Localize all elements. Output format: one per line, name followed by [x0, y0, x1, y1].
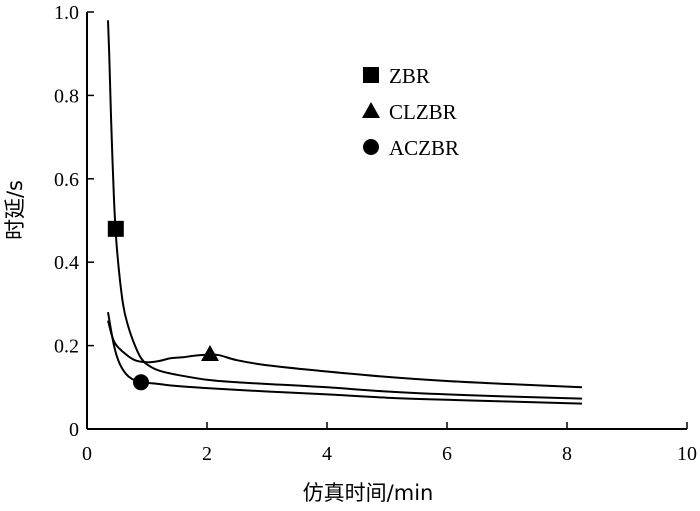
x-tick-label: 0	[82, 443, 92, 465]
legend-label-zbr: ZBR	[389, 64, 430, 88]
series-line-aczbr	[107, 312, 583, 405]
y-tick-label: 1.0	[54, 2, 79, 24]
series-line-clzbr	[107, 320, 583, 389]
x-axis-label: 仿真时间/min	[303, 481, 434, 505]
legend-marker-clzbr	[362, 102, 380, 118]
legend-label-aczbr: ACZBR	[389, 136, 459, 160]
x-tick-label: 4	[322, 443, 332, 465]
y-tick-label: 0	[69, 419, 79, 441]
x-tick-label: 8	[562, 443, 572, 465]
y-tick-label: 0.2	[54, 336, 79, 358]
data-point-zbr	[107, 220, 124, 237]
legend-marker-zbr	[363, 67, 379, 83]
y-tick-label: 0.8	[54, 85, 79, 107]
legend: ZBR CLZBR ACZBR	[362, 64, 459, 160]
x-tick-label: 6	[442, 443, 452, 465]
x-tick-label: 2	[202, 443, 212, 465]
data-point-aczbr	[133, 374, 149, 391]
series-line-zbr	[107, 20, 583, 400]
series-layer	[107, 20, 583, 405]
x-tick-label: 10	[677, 443, 697, 465]
legend-label-clzbr: CLZBR	[389, 100, 457, 124]
legend-marker-aczbr	[363, 139, 379, 155]
y-tick-label: 0.6	[54, 169, 79, 191]
y-tick-label: 0.4	[54, 252, 79, 274]
data-point-clzbr	[201, 344, 219, 361]
y-axis-label: 时延/s	[3, 180, 27, 240]
marker-layer	[107, 220, 219, 391]
plot-frame: 0 2 4 6 8 10 0 0.2 0.4 0.6 0.8 1.0	[54, 2, 697, 465]
